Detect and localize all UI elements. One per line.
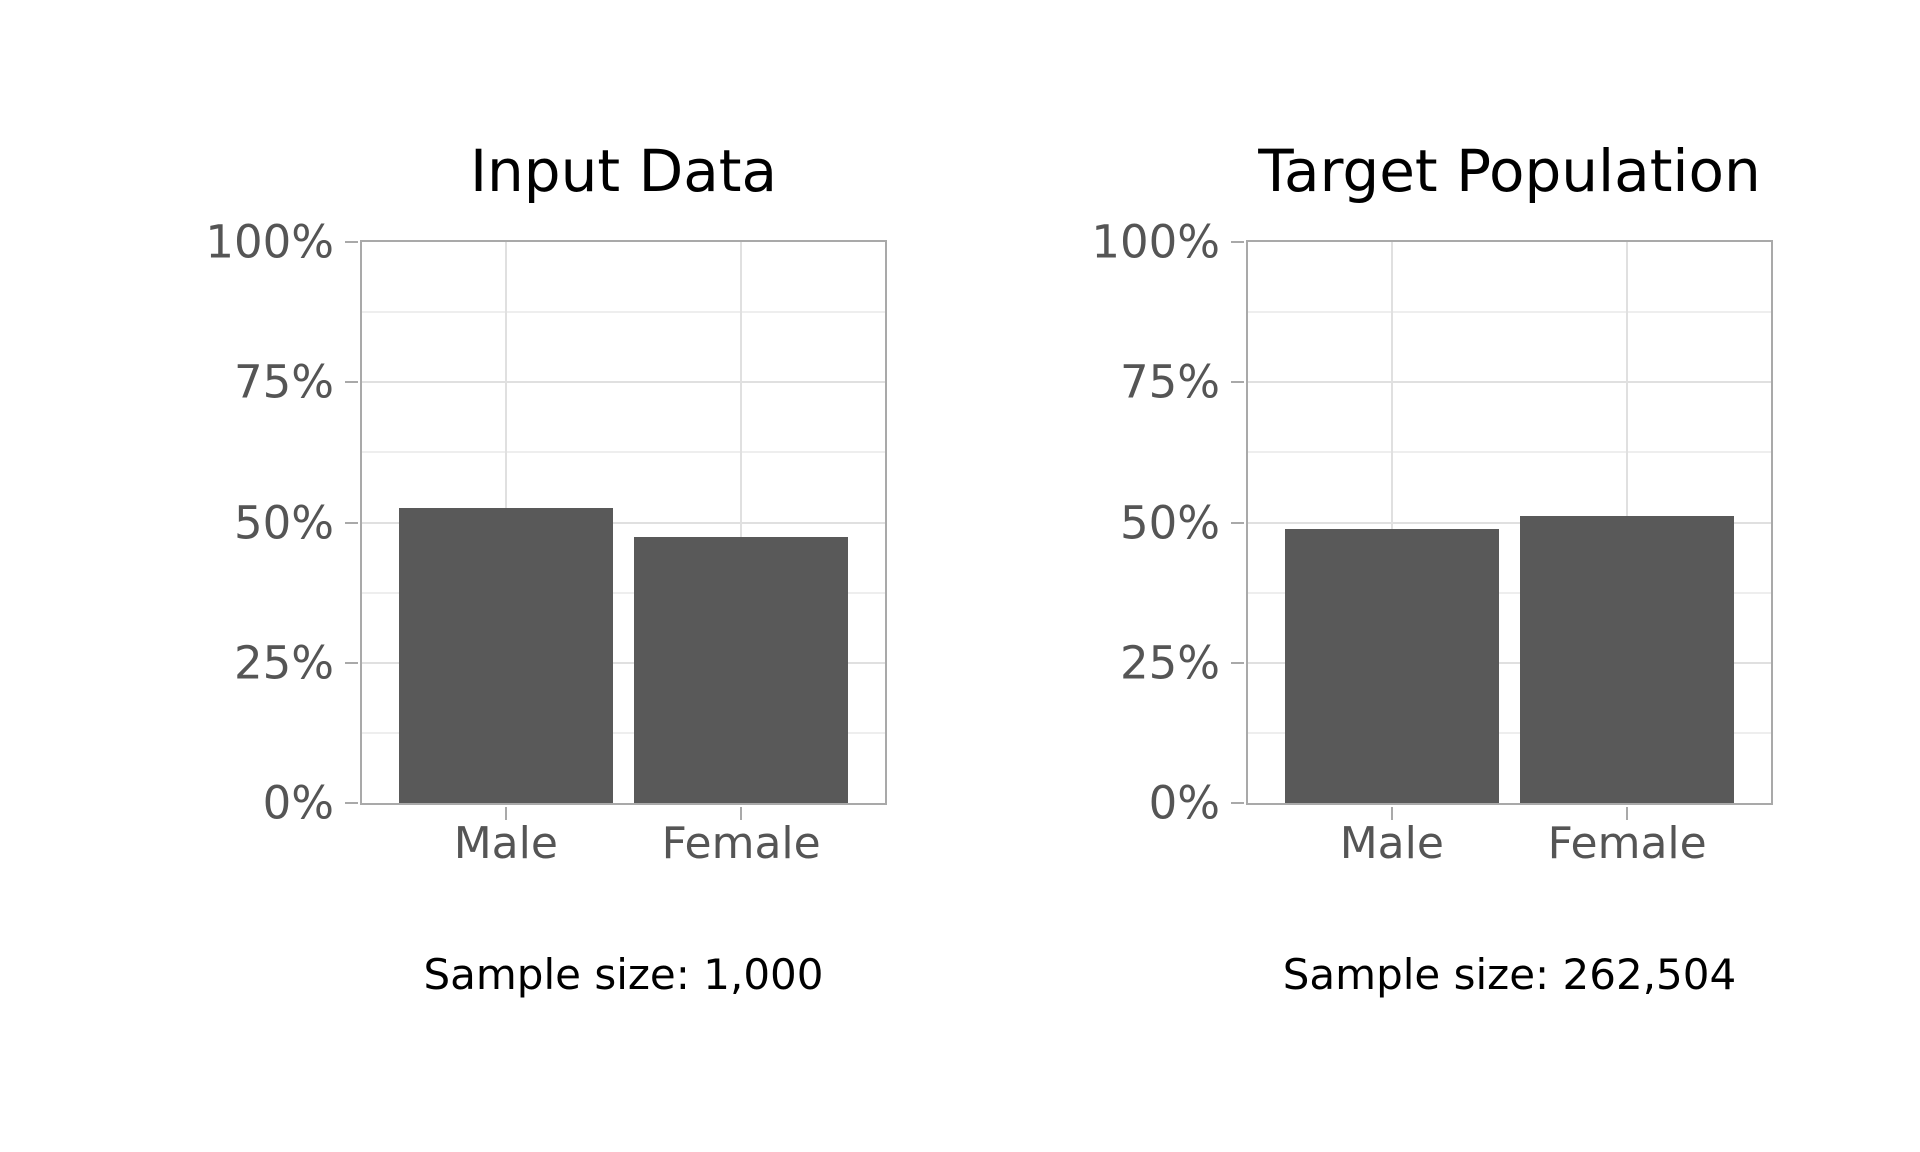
y-tick-label: 50%: [233, 496, 334, 549]
sample-size-label: Sample size: 1,000: [423, 950, 824, 999]
y-tick-label: 100%: [1091, 215, 1220, 269]
major-gridline: [1248, 521, 1771, 524]
y-tick-mark: [345, 381, 358, 384]
bar-male: [1284, 528, 1500, 803]
chart-title: Input Data: [469, 137, 778, 205]
vertical-gridline: [1390, 242, 1393, 803]
x-tick-mark: [1626, 807, 1629, 820]
y-tick-label: 50%: [1119, 496, 1220, 549]
minor-gridline: [362, 591, 885, 594]
y-tick-mark: [345, 521, 358, 524]
plot-area: 0% 25% 50% 75% 100% Male Female: [205, 216, 887, 869]
sample-size-label: Sample size: 262,504: [1282, 950, 1737, 999]
minor-gridline: [1248, 311, 1771, 314]
minor-gridline: [362, 451, 885, 454]
major-gridline: [1248, 661, 1771, 664]
x-tick-label: Male: [1339, 818, 1444, 869]
bar-male: [398, 508, 614, 803]
y-tick-label: 25%: [233, 636, 334, 690]
chart-input-data: Input Data 0% 25% 50% 75% 100% Male Female Sam…: [205, 139, 887, 999]
y-tick-mark: [1231, 521, 1244, 524]
chart-title: Target Population: [1258, 137, 1761, 205]
bar-female: [633, 536, 849, 803]
y-tick-label: 0%: [1148, 776, 1220, 830]
chart-target-population: Target Population 0% 25% 50% 75% 100% Male Fem…: [1091, 139, 1773, 999]
y-tick-label: 100%: [205, 215, 334, 269]
y-tick-label: 75%: [1119, 355, 1220, 409]
y-tick-label: 75%: [233, 355, 334, 409]
major-gridline: [362, 661, 885, 664]
minor-gridline: [1248, 731, 1771, 734]
y-tick-mark: [1231, 381, 1244, 384]
y-tick-label: 0%: [262, 776, 334, 830]
major-gridline: [362, 381, 885, 384]
minor-gridline: [1248, 591, 1771, 594]
x-tick-mark: [504, 807, 507, 820]
x-tick-label: Female: [661, 818, 821, 869]
plot-area: 0% 25% 50% 75% 100% Male Female: [1091, 216, 1773, 869]
y-tick-mark: [345, 241, 358, 243]
major-gridline: [362, 521, 885, 524]
minor-gridline: [1248, 451, 1771, 454]
x-tick-label: Male: [453, 818, 558, 869]
x-tick-label: Female: [1547, 818, 1707, 869]
minor-gridline: [362, 311, 885, 314]
y-tick-label: 25%: [1119, 636, 1220, 690]
bar-female: [1519, 516, 1735, 803]
y-tick-mark: [345, 802, 358, 804]
major-gridline: [1248, 381, 1771, 384]
minor-gridline: [362, 731, 885, 734]
y-tick-mark: [1231, 241, 1244, 243]
x-tick-mark: [740, 807, 743, 820]
x-tick-mark: [1390, 807, 1393, 820]
y-tick-mark: [1231, 802, 1244, 804]
y-tick-mark: [345, 661, 358, 664]
vertical-gridline: [740, 242, 743, 803]
y-tick-mark: [1231, 661, 1244, 664]
